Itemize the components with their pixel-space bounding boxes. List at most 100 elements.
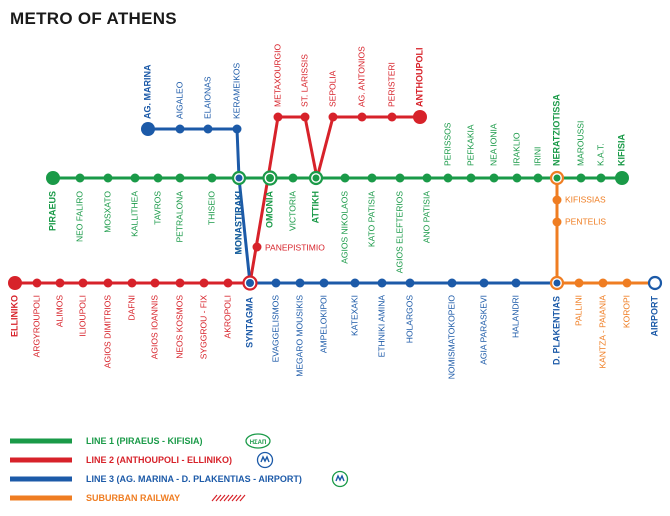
label-k-a-t: K.A.T. bbox=[595, 143, 605, 166]
label-elliniko: ELLINIKO bbox=[9, 295, 19, 337]
suburban-logo-stroke bbox=[211, 494, 218, 502]
label-airport: AIRPORT bbox=[649, 295, 659, 336]
legend-label-line2: LINE 2 (ANTHOUPOLI - ELLINIKO) bbox=[86, 455, 232, 465]
station-petralona bbox=[175, 173, 185, 183]
label-koropi: KOROPI bbox=[621, 295, 631, 328]
station-pentelis bbox=[552, 217, 562, 227]
label-kifissias: KIFISSIAS bbox=[565, 194, 606, 204]
station-kantza-paiania bbox=[598, 278, 608, 288]
label-dafni: DAFNI bbox=[126, 295, 136, 321]
station-ethniki-amina bbox=[377, 278, 387, 288]
station-maroussi bbox=[576, 173, 586, 183]
line-3-logo bbox=[331, 470, 349, 488]
station-evaggelismos bbox=[271, 278, 281, 288]
label-omonia: OMONIA bbox=[264, 191, 274, 228]
station-agios-elefterios bbox=[395, 173, 405, 183]
suburban-logo-stroke bbox=[219, 494, 226, 502]
station-agios-dimitrios bbox=[103, 278, 113, 288]
station-holargos bbox=[405, 278, 415, 288]
line-2-route bbox=[13, 115, 422, 285]
station-agia-paraskevi bbox=[479, 278, 489, 288]
legend: LINE 1 (PIRAEUS - KIFISIA) LINE 2 (ANTHOU… bbox=[10, 433, 349, 503]
label-syntagma: SYNTAGMA bbox=[244, 297, 254, 348]
label-evaggelismos: EVAGGELISMOS bbox=[270, 295, 280, 363]
label-metaxourgio: METAXOURGIO bbox=[272, 43, 282, 107]
station-kallithea bbox=[130, 173, 140, 183]
label-peristeri: PERISTERI bbox=[386, 62, 396, 107]
label-pefkakia: PEFKAKIA bbox=[465, 124, 475, 166]
station-nea-ionia bbox=[489, 173, 499, 183]
label-irini: IRINI bbox=[532, 147, 542, 166]
line-3-logo-mark bbox=[335, 474, 345, 482]
station-monastiraki-core bbox=[235, 174, 243, 182]
station-d-plakentias-core bbox=[553, 279, 561, 287]
label-kato-patisia: KATO PATISIA bbox=[366, 191, 376, 247]
station-ilioupoli bbox=[78, 278, 88, 288]
station-megaro-mousikis bbox=[295, 278, 305, 288]
station-agios-nikolaos bbox=[340, 173, 350, 183]
station-piraeus bbox=[46, 171, 60, 185]
legend-label-line3: LINE 3 (AG. MARINA - D. PLAKENTIAS - AIR… bbox=[86, 474, 302, 484]
station-kifissias bbox=[552, 195, 562, 205]
station-perissos bbox=[443, 173, 453, 183]
label-halandri: HALANDRI bbox=[510, 295, 520, 338]
station-airport-core bbox=[651, 279, 659, 287]
line-1-logo: ΗΣΑΠ bbox=[245, 433, 271, 449]
station-nomismatokopeio bbox=[447, 278, 457, 288]
legend-label-line1: LINE 1 (PIRAEUS - KIFISIA) bbox=[86, 436, 203, 446]
label-agios-ioannis: AGIOS IOANNIS bbox=[149, 295, 159, 360]
station-pallini bbox=[574, 278, 584, 288]
station-halandri bbox=[511, 278, 521, 288]
label-ethniki-amina: ETHNIKI AMINA bbox=[376, 295, 386, 358]
station-neos-kosmos bbox=[175, 278, 185, 288]
station-syggrou-fix bbox=[199, 278, 209, 288]
station-omonia-core bbox=[266, 174, 274, 182]
suburban-logo-stroke bbox=[235, 494, 242, 502]
label-katexaki: KATEXAKI bbox=[349, 295, 359, 336]
station-alimos bbox=[55, 278, 65, 288]
label-elaionas: ELAIONAS bbox=[202, 76, 212, 119]
station-agios-ioannis bbox=[150, 278, 160, 288]
station-pefkakia bbox=[466, 173, 476, 183]
label-ano-patisia: ANO PATISIA bbox=[421, 191, 431, 243]
station-ampelokipoi bbox=[319, 278, 329, 288]
station-tavros bbox=[153, 173, 163, 183]
label-aigaleo: AIGALEO bbox=[174, 81, 184, 119]
label-attikh: ATTIKH bbox=[310, 191, 320, 223]
label-kerameikos: KERAMEIKOS bbox=[231, 62, 241, 119]
label-alimos: ALIMOS bbox=[54, 295, 64, 327]
label-monastiraki-l3: MONASTIRAKI bbox=[233, 191, 243, 255]
station-kifisia bbox=[615, 171, 629, 185]
station-metaxourgio bbox=[273, 112, 283, 122]
label-nea-ionia: NEA IONIA bbox=[488, 123, 498, 166]
label-ampelokipoi: AMPELOKIPOI bbox=[318, 295, 328, 353]
station-panepistimio bbox=[252, 242, 262, 252]
label-argyroupoli: ARGYROUPOLI bbox=[31, 295, 41, 357]
label-d-plakentias: D. PLAKENTIAS bbox=[551, 296, 561, 365]
legend-label-suburban: SUBURBAN RAILWAY bbox=[86, 493, 180, 503]
label-agios-nikolaos: AGIOS NIKOLAOS bbox=[339, 191, 349, 264]
station-st-larissis bbox=[300, 112, 310, 122]
station-thiseio bbox=[207, 173, 217, 183]
suburban-logo-stroke bbox=[239, 494, 246, 502]
label-pallini: PALLINI bbox=[573, 295, 583, 326]
label-piraeus: PIRAEUS bbox=[47, 191, 57, 231]
station-markers bbox=[8, 110, 663, 291]
station-neo-faliro bbox=[75, 173, 85, 183]
suburban-logo-stroke bbox=[215, 494, 222, 502]
station-kerameikos bbox=[232, 124, 242, 134]
station-iraklio bbox=[512, 173, 522, 183]
label-panepistimio: PANEPISTIMIO bbox=[265, 242, 325, 252]
label-ag-marina: AG. MARINA bbox=[142, 64, 152, 119]
suburban-logo bbox=[211, 494, 246, 502]
label-ag-antonios: AG. ANTONIOS bbox=[356, 46, 366, 107]
station-syntagma-core bbox=[246, 279, 254, 287]
station-ag-marina bbox=[141, 122, 155, 136]
station-irini bbox=[533, 173, 543, 183]
label-pentelis: PENTELIS bbox=[565, 216, 606, 226]
label-tavros: TAVROS bbox=[152, 191, 162, 225]
station-koropi bbox=[622, 278, 632, 288]
station-k-a-t bbox=[596, 173, 606, 183]
station-elliniko bbox=[8, 276, 22, 290]
